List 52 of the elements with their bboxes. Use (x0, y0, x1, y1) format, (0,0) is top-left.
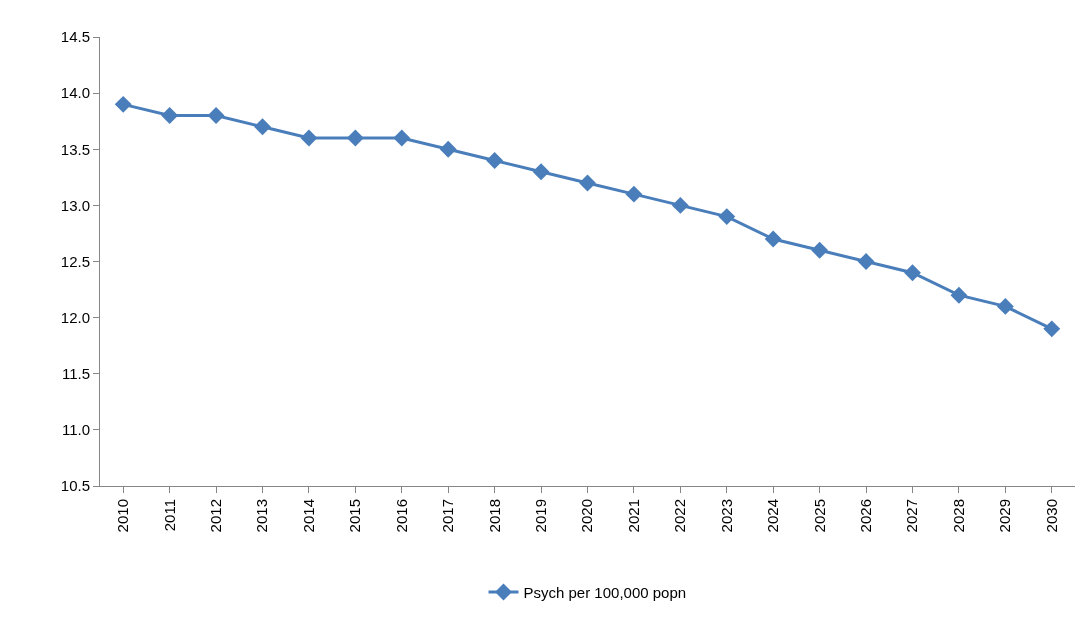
x-tick-label: 2022 (671, 499, 689, 533)
y-tick-label: 14.5 (60, 28, 90, 46)
y-tick-label: 13.5 (60, 140, 90, 158)
point (811, 241, 829, 259)
x-tick-label: 2011 (160, 499, 178, 532)
x-tick-label: 2014 (299, 499, 317, 533)
point (161, 107, 179, 125)
x-tick-label: 2025 (810, 499, 828, 533)
y-tick-label: 13.0 (60, 196, 90, 214)
point (579, 174, 596, 192)
x-tick-label: 2020 (578, 499, 596, 533)
point (254, 118, 271, 136)
point (671, 196, 689, 214)
y-tick-label: 11.5 (61, 365, 90, 382)
y-tick-label: 11.0 (61, 421, 90, 439)
x-tick-label: 2017 (439, 499, 457, 533)
point (857, 253, 875, 270)
x-tick-label: 2023 (717, 499, 735, 533)
x-tick-label: 2013 (253, 499, 271, 533)
x-tick-label: 2018 (485, 499, 503, 533)
point (207, 107, 225, 125)
y-tick-label: 12.5 (60, 252, 90, 270)
x-tick-label: 2024 (764, 499, 782, 533)
x-tick-label: 2027 (903, 499, 921, 533)
point (950, 286, 968, 304)
point (764, 230, 782, 248)
x-tick-label: 2012 (206, 499, 224, 533)
x-tick-label: 2026 (856, 499, 874, 533)
x-tick-label: 2015 (346, 499, 364, 533)
point (393, 129, 411, 147)
point (114, 95, 132, 113)
x-tick-label: 2016 (392, 499, 410, 533)
point (718, 208, 736, 226)
x-tick-label: 2029 (996, 499, 1014, 533)
point (486, 152, 504, 169)
x-tick-label: 2030 (1042, 499, 1060, 533)
x-tick-label: 2021 (624, 499, 642, 533)
point (439, 140, 457, 158)
x-tick-label: 2010 (114, 499, 132, 533)
y-tick-label: 14.0 (60, 84, 90, 102)
point (346, 129, 364, 147)
point (300, 129, 318, 147)
point (1043, 320, 1061, 338)
y-tick-label: 10.5 (60, 477, 90, 495)
point (625, 185, 643, 203)
point (996, 297, 1014, 315)
y-tick-label: 12.0 (60, 308, 90, 326)
point (904, 264, 921, 282)
x-tick-label: 2019 (531, 499, 549, 533)
x-tick-label: 2028 (949, 499, 967, 533)
point (532, 163, 550, 181)
legend-label: Psych per 100,000 popn (523, 583, 687, 601)
